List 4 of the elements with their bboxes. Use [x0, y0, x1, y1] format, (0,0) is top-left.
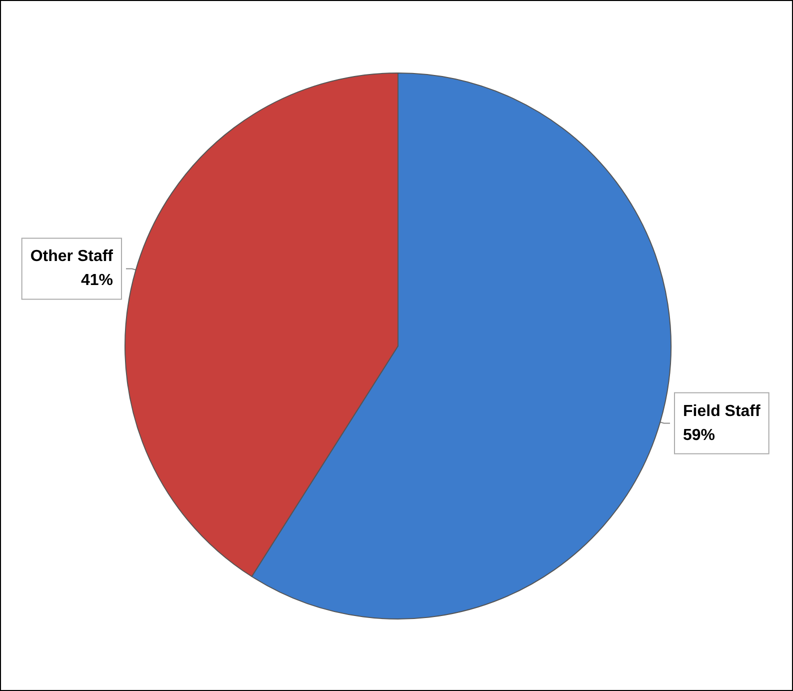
- slice-label: Field Staff: [683, 402, 762, 420]
- slice-label: Other Staff: [30, 248, 114, 266]
- data-label: 59%: [683, 426, 716, 444]
- data-label: 41%: [80, 272, 113, 290]
